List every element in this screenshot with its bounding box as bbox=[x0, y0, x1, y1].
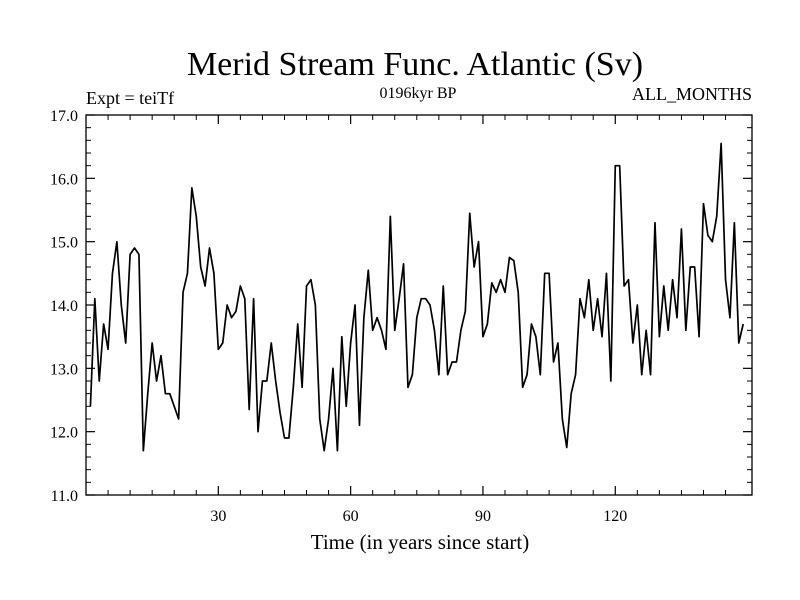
y-tick-label: 14.0 bbox=[50, 298, 78, 315]
x-axis: 30 60 90 120 bbox=[107, 115, 727, 525]
y-tick-label: 17.0 bbox=[50, 108, 78, 125]
y-tick-label: 16.0 bbox=[50, 171, 78, 188]
chart-title: Merid Stream Func. Atlantic (Sv) bbox=[187, 46, 643, 83]
chart-subtitle-left: Expt = teiTf bbox=[86, 88, 174, 108]
y-tick-label: 15.0 bbox=[50, 235, 78, 252]
chart-subtitle-center: 0196kyr BP bbox=[380, 85, 457, 102]
y-tick-label: 13.0 bbox=[50, 361, 78, 378]
y-tick-label: 11.0 bbox=[51, 488, 78, 505]
y-tick-label: 12.0 bbox=[50, 425, 78, 442]
y-axis: 11.0 12.0 13.0 14.0 15.0 16.0 17.0 bbox=[50, 108, 752, 505]
x-tick-label: 120 bbox=[603, 508, 627, 525]
chart-subtitle-right: ALL_MONTHS bbox=[632, 84, 752, 104]
x-axis-label: Time (in years since start) bbox=[311, 530, 530, 554]
series-line bbox=[89, 142, 745, 452]
x-tick-label: 90 bbox=[475, 508, 491, 525]
x-tick-label: 60 bbox=[343, 508, 359, 525]
x-tick-label: 30 bbox=[210, 508, 226, 525]
